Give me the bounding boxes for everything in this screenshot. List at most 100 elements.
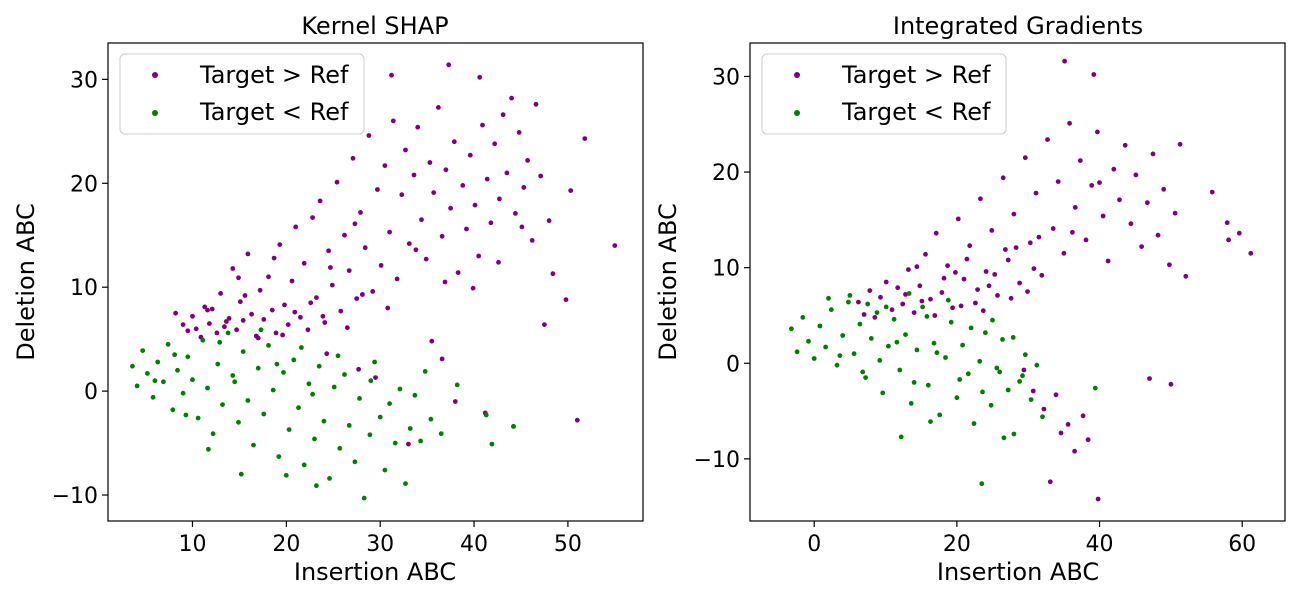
kernel-shap-series-1-point-71 <box>172 352 178 358</box>
kernel-shap-series-1-point-67 <box>314 483 319 489</box>
integrated-gradients-series-1-point-16 <box>880 390 886 396</box>
kernel-shap-series-0-point-65 <box>439 233 445 239</box>
integrated-gradients-series-0-point-81 <box>919 298 925 304</box>
kernel-shap-series-0-point-83 <box>513 211 518 216</box>
integrated-gradients-series-0-point-75 <box>1041 406 1047 412</box>
kernel-shap-series-0-point-17 <box>245 251 251 257</box>
kernel-shap-series-0-point-50 <box>378 263 384 268</box>
kernel-shap-series-1-point-52 <box>392 440 398 446</box>
kernel-shap-series-0-point-58 <box>411 172 417 178</box>
kernel-shap-series-0-point-91 <box>546 218 552 224</box>
kernel-shap-series-0-point-99 <box>389 72 394 78</box>
kernel-shap-series-0-point-31 <box>301 260 307 266</box>
integrated-gradients-series-0-point-98 <box>1070 229 1075 235</box>
kernel-shap-xlabel: Insertion ABC <box>294 558 456 586</box>
kernel-shap-series-0-point-32 <box>305 327 311 333</box>
integrated-gradients-series-0-point-35 <box>1050 226 1056 231</box>
integrated-gradients-series-0-point-65 <box>1062 58 1067 64</box>
kernel-shap-legend-label-1: Target < Ref <box>199 98 349 126</box>
kernel-shap-series-0-point-1 <box>180 322 186 327</box>
integrated-gradients-series-1-point-2 <box>800 315 806 320</box>
kernel-shap-series-0-point-23 <box>269 307 275 313</box>
kernel-shap-series-1-point-13 <box>195 415 201 421</box>
integrated-gradients-series-1-point-10 <box>846 299 851 305</box>
kernel-shap-series-0-point-4 <box>193 326 199 332</box>
integrated-gradients-series-0-point-6 <box>889 307 895 313</box>
integrated-gradients-plot-frame <box>749 42 1286 522</box>
integrated-gradients-series-0-point-71 <box>1072 448 1077 454</box>
kernel-shap-series-0-point-125 <box>205 307 210 313</box>
integrated-gradients-series-1-point-41 <box>1022 352 1028 358</box>
kernel-shap-series-0-point-46 <box>362 245 368 251</box>
integrated-gradients-series-1-point-13 <box>863 375 868 380</box>
kernel-shap-legend-label-0: Target > Ref <box>199 61 349 89</box>
integrated-gradients-series-1-point-38 <box>1005 387 1011 393</box>
kernel-shap-series-0-point-16 <box>240 318 246 323</box>
kernel-shap-legend-box <box>119 53 365 135</box>
integrated-gradients-series-0-point-95 <box>964 256 970 262</box>
integrated-gradients-series-1-point-58 <box>990 317 995 323</box>
kernel-shap-series-1-point-46 <box>361 495 367 501</box>
integrated-gradients-series-1-point-8 <box>834 362 840 368</box>
integrated-gradients-series-1-point-7 <box>828 307 834 313</box>
kernel-shap-series-0-point-52 <box>387 229 392 235</box>
integrated-gradients-legend-marker-0 <box>794 72 800 78</box>
kernel-shap-series-0-point-6 <box>202 304 208 310</box>
integrated-gradients-series-0-point-58 <box>1177 141 1183 147</box>
integrated-gradients-series-1-point-21 <box>908 401 914 406</box>
kernel-shap-series-1-point-4 <box>150 394 156 400</box>
kernel-shap-series-1-point-56 <box>412 392 418 398</box>
integrated-gradients-series-0-point-76 <box>1030 388 1036 394</box>
kernel-shap-series-0-point-60 <box>419 217 424 223</box>
kernel-shap-legend: Target > Ref Target < Ref <box>119 53 365 135</box>
kernel-shap-series-0-point-41 <box>342 232 347 238</box>
integrated-gradients-series-0-point-92 <box>1036 234 1042 240</box>
kernel-shap-series-1-point-28 <box>270 387 276 393</box>
kernel-shap-series-0-point-82 <box>509 95 514 101</box>
kernel-shap-series-0-point-105 <box>452 399 458 404</box>
integrated-gradients-series-0-point-80 <box>903 292 908 297</box>
integrated-gradients-series-0-point-86 <box>1008 295 1014 301</box>
integrated-gradients-series-0-point-1 <box>861 312 867 317</box>
integrated-gradients-series-1-point-0 <box>789 326 794 332</box>
kernel-shap-series-0-point-106 <box>324 351 330 357</box>
integrated-gradients-series-0-point-52 <box>1144 200 1150 206</box>
kernel-shap-series-0-point-74 <box>476 253 482 259</box>
kernel-shap-series-0-point-126 <box>236 275 241 281</box>
kernel-shap-xtick-label-2: 30 <box>366 532 394 557</box>
integrated-gradients-series-1-point-33 <box>977 358 983 364</box>
kernel-shap-series-1-point-8 <box>170 407 176 413</box>
integrated-gradients-series-0-point-73 <box>1058 430 1064 436</box>
kernel-shap-series-0-point-93 <box>563 297 569 303</box>
kernel-shap-series-1-point-58 <box>422 369 428 374</box>
integrated-gradients-series-0-point-68 <box>1147 376 1152 381</box>
integrated-gradients-series-0-point-26 <box>1000 175 1006 181</box>
integrated-gradients-series-0-point-79 <box>1065 422 1071 427</box>
integrated-gradients-series-0-point-46 <box>1111 166 1117 172</box>
integrated-gradients-series-1-point-11 <box>851 351 857 357</box>
kernel-shap-series-1-point-76 <box>368 378 374 384</box>
integrated-gradients-series-0-point-50 <box>1133 172 1139 178</box>
kernel-shap-series-0-point-110 <box>242 293 248 298</box>
integrated-gradients-series-1-point-66 <box>957 377 963 382</box>
kernel-shap-series-0-point-45 <box>358 210 363 215</box>
integrated-gradients-series-0-point-60 <box>1209 189 1215 195</box>
kernel-shap-series-1-point-49 <box>377 414 383 420</box>
integrated-gradients-xtick-label-3: 60 <box>1228 532 1256 557</box>
kernel-shap-series-1-point-38 <box>321 418 327 424</box>
integrated-gradients-series-1-point-32 <box>971 421 977 426</box>
integrated-gradients-legend-label-0: Target > Ref <box>841 61 991 89</box>
integrated-gradients-series-1-point-55 <box>924 314 930 319</box>
integrated-gradients-series-0-point-91 <box>1025 289 1030 294</box>
kernel-shap-ytick-label-4: 30 <box>70 68 98 93</box>
kernel-shap-ylabel: Deletion ABC <box>12 203 40 361</box>
integrated-gradients-ylabel: Deletion ABC <box>654 203 682 361</box>
integrated-gradients-ytick-label-4: 30 <box>712 65 740 90</box>
kernel-shap-series-1-point-35 <box>306 381 312 387</box>
integrated-gradients-series-0-point-41 <box>1083 237 1089 243</box>
kernel-shap-series-0-point-24 <box>273 330 279 336</box>
integrated-gradients-series-0-point-94 <box>914 264 920 270</box>
integrated-gradients-series-0-point-45 <box>1105 258 1111 264</box>
integrated-gradients-series-0-point-31 <box>1027 240 1033 246</box>
